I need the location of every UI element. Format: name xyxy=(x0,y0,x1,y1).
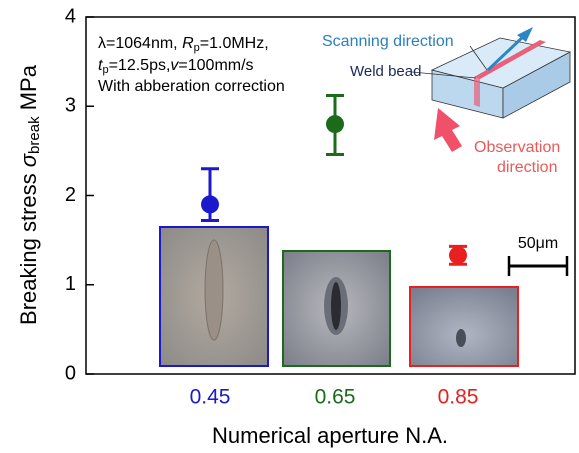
y-tick-label: 0 xyxy=(65,362,76,384)
data-point xyxy=(201,195,219,213)
chart: λ=1064nm, Rp=1.0MHz, tp=12.5ps,v=100mm/s… xyxy=(0,0,579,453)
scale-bar-label: 50μm xyxy=(518,235,558,252)
data-point xyxy=(326,115,344,133)
data-point xyxy=(449,246,467,264)
x-tick-label: 0.45 xyxy=(190,386,231,409)
diagram-label: Scanning direction xyxy=(322,33,454,50)
diagram-label: Observation xyxy=(474,139,560,156)
x-tick-label: 0.65 xyxy=(315,386,356,409)
y-tick-label: 2 xyxy=(65,184,76,206)
y-tick-label: 1 xyxy=(65,273,76,295)
x-axis-label: Numerical aperture N.A. xyxy=(212,423,448,448)
annotation: λ=1064nm, Rp=1.0MHz, tp=12.5ps,v=100mm/s… xyxy=(98,35,285,95)
micrographs xyxy=(160,227,568,366)
y-tick-label: 4 xyxy=(65,5,76,27)
y-axis-label: Breaking stress σbreak MPa xyxy=(16,64,43,325)
x-tick-label: 0.85 xyxy=(438,386,479,409)
diagram-label: Weld bead xyxy=(350,63,421,80)
diagram-label: direction xyxy=(497,159,557,176)
y-tick-label: 3 xyxy=(65,95,76,117)
